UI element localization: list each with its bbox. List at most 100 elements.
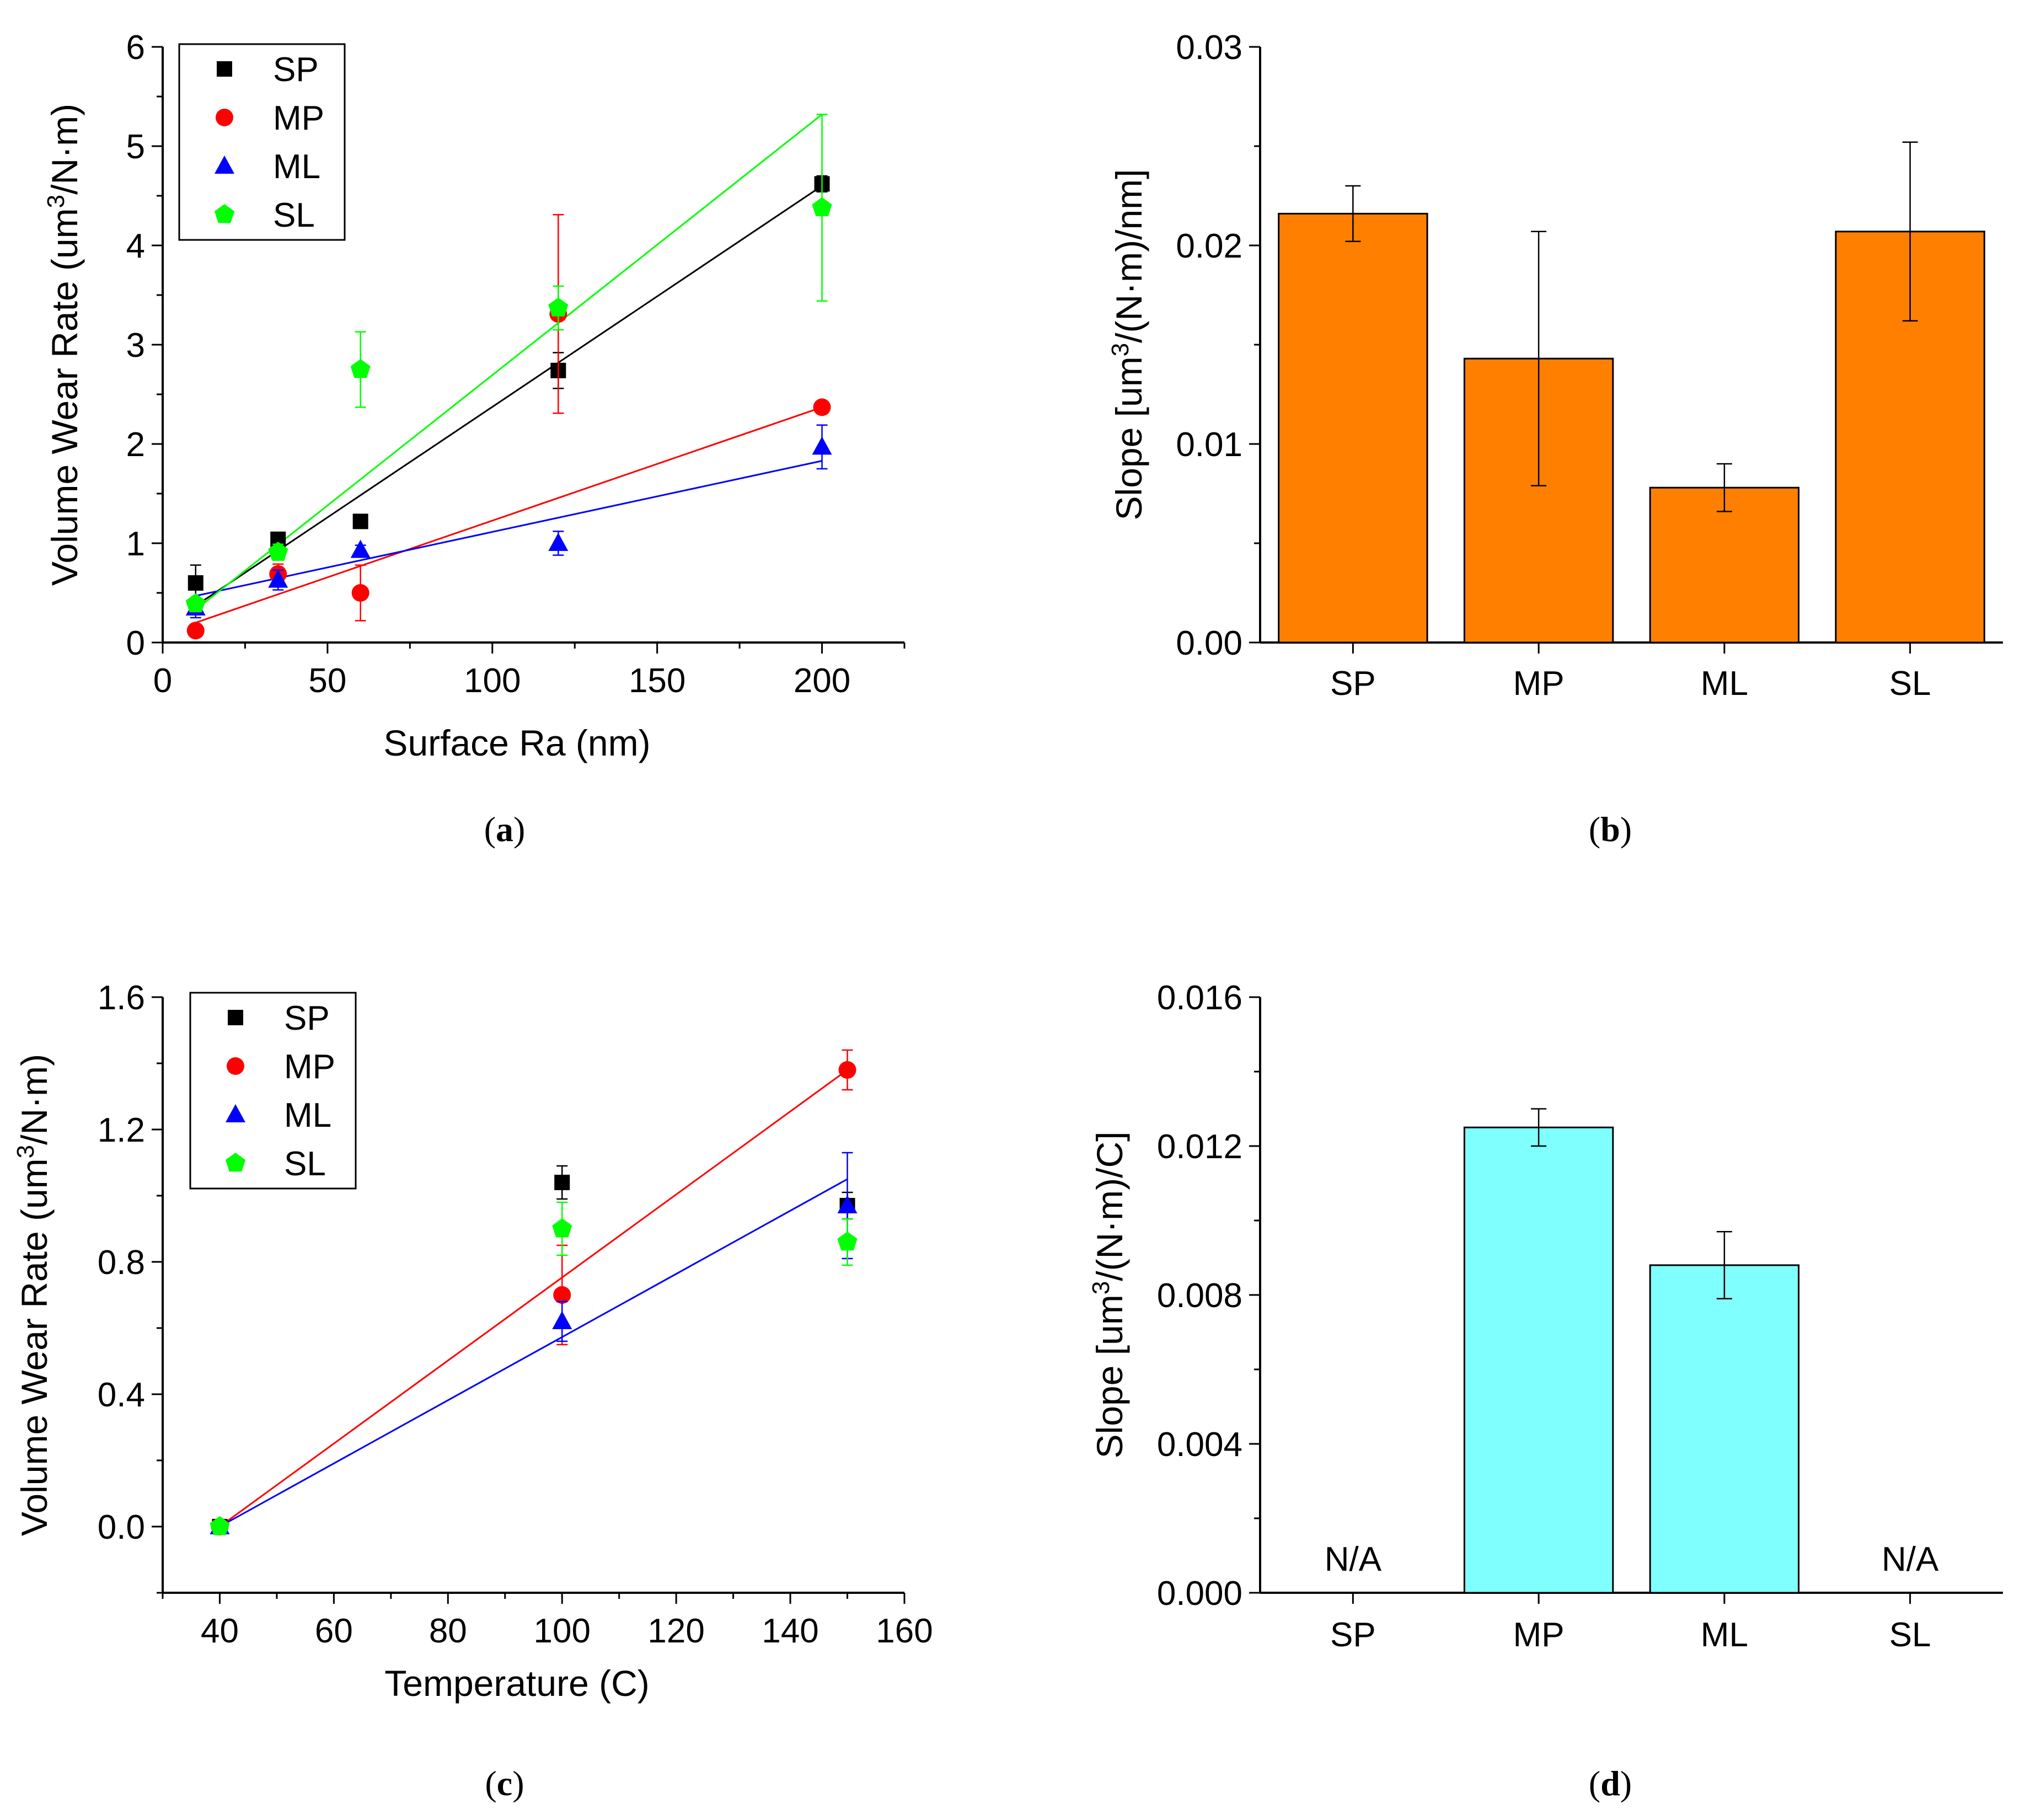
y-axis-label: Slope [um3/(N·m)/nm]	[1107, 169, 1150, 521]
y-tick-label: 0.03	[1176, 29, 1242, 67]
legend-label-mp: MP	[273, 99, 324, 137]
fit-line-mp	[219, 1069, 848, 1528]
caption-open-paren: (	[484, 810, 496, 849]
data-point	[813, 398, 831, 416]
legend-label-sp: SP	[273, 51, 319, 89]
panel-caption: (a)	[484, 810, 526, 849]
x-category-label: MP	[1513, 1616, 1565, 1654]
y-tick-label: 0.0	[98, 1508, 145, 1546]
caption-open-paren: (	[485, 1764, 496, 1803]
fit-line-ml	[195, 460, 822, 597]
error-bar	[1531, 231, 1547, 486]
data-point	[548, 533, 569, 551]
legend-marker-sl	[214, 204, 235, 223]
caption-open-paren: (	[1589, 1764, 1600, 1803]
error-bar	[1531, 1108, 1547, 1147]
x-axis-label: Surface Ra (nm)	[383, 722, 650, 763]
data-point	[837, 1195, 858, 1213]
series-mp	[186, 213, 831, 640]
x-tick-label: 160	[876, 1612, 933, 1650]
y-tick-label: 5	[126, 128, 145, 166]
data-point	[554, 1175, 570, 1190]
series-ml	[210, 1152, 858, 1534]
y-axis-label-tail: /N·m)	[44, 104, 85, 195]
na-label: N/A	[1882, 1540, 1939, 1578]
bar-ml	[1649, 486, 1800, 644]
caption-letter: c	[497, 1764, 512, 1803]
y-tick-label: 0.008	[1157, 1277, 1242, 1315]
y-axis-label-tail: /(N·m)/C]	[1089, 1132, 1130, 1281]
legend-marker-mp	[216, 109, 233, 126]
x-category-label: ML	[1701, 665, 1748, 703]
legend-marker-sp	[217, 61, 232, 77]
y-axis-label-superscript: 3	[1088, 1281, 1115, 1294]
y-axis-label-main: Volume Wear Rate (um	[14, 1158, 55, 1536]
x-category-label: MP	[1513, 665, 1565, 703]
x-tick-label: 150	[629, 662, 685, 700]
y-tick-label: 1	[126, 525, 145, 563]
data-point	[552, 1311, 572, 1329]
panel-caption: (b)	[1589, 810, 1632, 849]
x-tick-label: 60	[315, 1612, 353, 1650]
data-point	[351, 584, 369, 602]
error-bar	[1902, 141, 1918, 322]
y-axis-label-superscript: 3	[1107, 343, 1134, 356]
legend-label-ml: ML	[273, 148, 320, 186]
x-tick-label: 80	[429, 1612, 467, 1650]
x-category-label: SP	[1330, 665, 1376, 703]
fit-line-sl	[195, 114, 823, 611]
legend-label-mp: MP	[284, 1048, 335, 1086]
na-label: N/A	[1325, 1540, 1382, 1578]
y-tick-label: 0.012	[1157, 1128, 1242, 1166]
legend-marker-mp	[227, 1057, 244, 1075]
legend-label-sp: SP	[284, 999, 330, 1037]
y-axis-label-main: Slope [um	[1108, 356, 1149, 520]
y-tick-label: 0.4	[98, 1376, 145, 1414]
panel-c: 40 60 80 100 120 140 160 0.0 0.4 0.8 1.2 1.6 Tempera…	[12, 979, 933, 1803]
series-sl	[185, 114, 832, 613]
data-point	[210, 1516, 230, 1535]
y-tick-label: 0.016	[1157, 979, 1242, 1017]
x-tick-label: 100	[534, 1612, 591, 1650]
x-axis-label: Temperature (C)	[384, 1663, 649, 1704]
caption-close-paren: )	[1620, 810, 1632, 849]
data-point	[185, 593, 206, 613]
y-tick-label: 3	[126, 326, 145, 365]
y-tick-label: 0.000	[1157, 1575, 1242, 1613]
caption-close-paren: )	[513, 810, 525, 849]
panel-b: 0.00 0.01 0.02 0.03 SP MP ML SL Slope [um3/(N·m)…	[1107, 29, 2003, 849]
series-ml	[185, 424, 832, 619]
legend-box	[178, 43, 346, 241]
legend-marker-sp	[228, 1010, 243, 1025]
bar-sp	[1278, 212, 1428, 644]
y-tick-label: 6	[126, 29, 145, 67]
caption-letter: d	[1600, 1764, 1620, 1803]
data-point	[352, 513, 368, 529]
data-point	[188, 575, 203, 591]
x-tick-label: 200	[794, 662, 850, 700]
legend-marker-ml	[226, 1104, 245, 1122]
x-category-label: ML	[1701, 1616, 1748, 1654]
y-tick-label: 0.02	[1176, 227, 1242, 265]
caption-open-paren: (	[1589, 810, 1600, 849]
panel-a: 0 50 100 150 200 0 1 2 3 4 5 6 Surface Ra (nm) Volume…	[42, 29, 906, 849]
bar-ml	[1649, 1264, 1800, 1594]
x-tick-label: 100	[464, 662, 521, 700]
y-tick-label: 2	[126, 426, 145, 464]
series-sl	[210, 1201, 858, 1535]
data-point	[837, 1232, 858, 1251]
y-tick-label: 1.2	[98, 1111, 145, 1149]
y-axis-label: Volume Wear Rate (um3/N·m)	[42, 104, 85, 586]
y-axis-label-main: Volume Wear Rate (um	[44, 208, 85, 586]
y-axis-label-tail: /(N·m)/nm]	[1108, 169, 1149, 343]
data-point	[186, 622, 205, 640]
x-tick-label: 120	[647, 1612, 704, 1650]
legend-label-sl: SL	[273, 196, 315, 234]
error-bar	[1345, 185, 1361, 243]
legend-label-ml: ML	[284, 1096, 331, 1134]
data-point	[268, 569, 288, 588]
x-tick-label: 40	[201, 1612, 239, 1650]
fit-line-ml	[219, 1178, 848, 1528]
legend-marker-sl	[225, 1153, 246, 1172]
